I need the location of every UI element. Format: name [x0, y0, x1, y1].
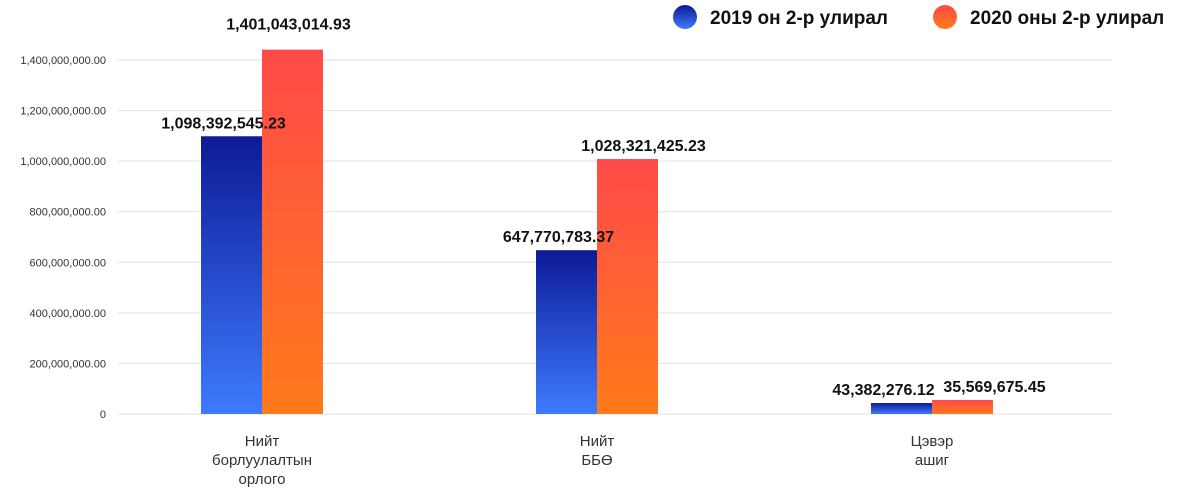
- y-tick-label: 600,000,000.00: [30, 257, 106, 269]
- bar-series-2-category-3: [932, 399, 993, 414]
- y-tick-label: 800,000,000.00: [30, 207, 106, 219]
- legend-label: 2019 он 2-р улирал: [710, 8, 888, 29]
- bar-series-1-category-1: [201, 136, 262, 414]
- y-tick-label: 1,200,000,000.00: [20, 106, 106, 118]
- data-label: 1,401,043,014.93: [226, 17, 351, 34]
- legend-swatch: [673, 5, 697, 29]
- legend-label: 2020 оны 2-р улирал: [970, 8, 1164, 29]
- y-tick-label: 0: [100, 409, 106, 421]
- y-tick-label: 400,000,000.00: [30, 308, 106, 320]
- y-tick-label: 1,400,000,000.00: [20, 55, 106, 67]
- x-axis-categories: Нийт борлуулалтын орлого Нийт ББӨ Цэвэр ашиг: [212, 433, 953, 488]
- bar-series-1-category-3: [871, 403, 932, 414]
- data-label: 43,382,276.12: [832, 382, 934, 399]
- bar-series-2-category-1: [262, 49, 323, 414]
- y-tick-label: 1,000,000,000.00: [20, 156, 106, 168]
- data-label: 1,028,321,425.23: [581, 138, 706, 155]
- legend: 2019 он 2-р улирал 2020 оны 2-р улирал: [673, 5, 1164, 29]
- data-label: 1,098,392,545.23: [161, 115, 286, 132]
- y-tick-label: 200,000,000.00: [30, 358, 106, 370]
- data-label: 647,770,783.37: [503, 229, 614, 246]
- legend-swatch: [933, 5, 957, 29]
- data-labels: 1,098,392,545.23 647,770,783.37 43,382,276…: [161, 17, 1046, 399]
- bar-series-2-category-2: [597, 159, 658, 414]
- x-category-label: Цэвэр ашиг: [911, 433, 954, 469]
- data-label: 35,569,675.45: [943, 379, 1045, 396]
- x-category-label: Нийт борлуулалтын орлого: [212, 433, 312, 488]
- x-category-label: Нийт ББӨ: [580, 433, 615, 469]
- y-axis-ticks: 0 200,000,000.00 400,000,000.00 600,000,000…: [20, 55, 106, 421]
- bars: [201, 49, 993, 414]
- bar-series-1-category-2: [536, 250, 597, 414]
